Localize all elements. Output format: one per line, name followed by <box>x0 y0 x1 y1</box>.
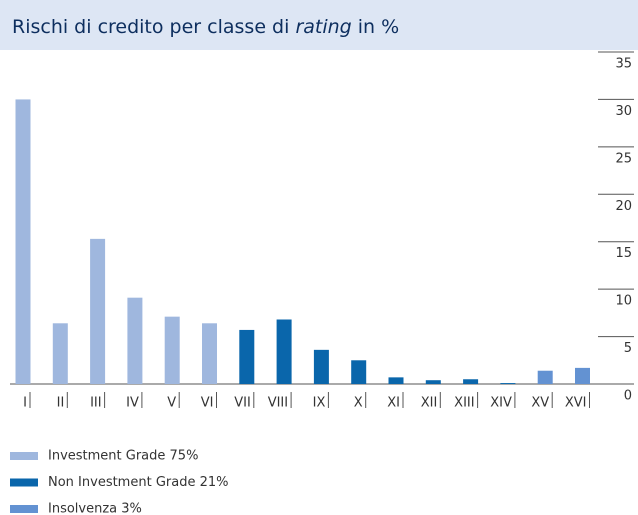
title-part: Rischi di credito per classe di <box>12 16 289 38</box>
bar <box>500 383 516 384</box>
x-tick-label: XVI <box>565 396 587 411</box>
x-tick-label: IV <box>126 396 139 411</box>
x-tick-label: VI <box>201 396 214 411</box>
x-tick-label: I <box>23 396 27 411</box>
x-tick-label: XI <box>387 396 400 411</box>
x-tick-label: XII <box>421 396 438 411</box>
bar <box>90 238 106 384</box>
bar <box>52 323 68 384</box>
legend-label: Insolvenza 3% <box>48 502 142 515</box>
x-tick-label: II <box>57 396 65 411</box>
x-tick-label: VIII <box>268 396 288 411</box>
y-tick-label: 15 <box>615 246 632 261</box>
bar <box>164 316 180 384</box>
legend-label: Non Investment Grade 21% <box>48 475 228 490</box>
x-tick-label: XIV <box>490 396 512 411</box>
x-tick-label: VII <box>234 396 251 411</box>
y-tick-label: 10 <box>615 294 632 309</box>
x-tick-label: III <box>90 396 102 411</box>
bar <box>202 323 217 384</box>
legend-swatch <box>10 505 38 513</box>
bar <box>425 380 441 384</box>
legend-label: Investment Grade 75% <box>48 449 198 464</box>
bar <box>276 319 292 384</box>
y-tick-label: 35 <box>615 57 632 72</box>
chart-title: Rischi di credito per classe di rating i… <box>12 16 399 38</box>
bar <box>575 367 590 384</box>
bar <box>239 329 255 384</box>
bar <box>15 99 31 384</box>
title-part: rating <box>295 16 351 38</box>
bar <box>313 349 329 384</box>
legend-swatch <box>10 478 38 487</box>
bar <box>537 370 553 384</box>
y-tick-label: 0 <box>624 389 632 404</box>
y-tick-label: 20 <box>615 199 632 214</box>
legend-swatch <box>10 452 38 460</box>
y-tick-label: 25 <box>615 151 632 166</box>
bar <box>388 377 404 384</box>
bar <box>351 360 367 384</box>
y-tick-label: 5 <box>624 341 632 356</box>
x-tick-label: X <box>354 396 363 411</box>
x-tick-label: XV <box>531 396 549 411</box>
x-tick-label: XIII <box>454 396 474 411</box>
bar <box>127 297 143 384</box>
title-part: in % <box>358 16 399 38</box>
x-tick-label: V <box>167 396 176 411</box>
bar <box>463 379 479 384</box>
y-tick-label: 30 <box>615 104 632 119</box>
title-bar <box>0 0 638 50</box>
x-tick-label: IX <box>313 396 326 411</box>
